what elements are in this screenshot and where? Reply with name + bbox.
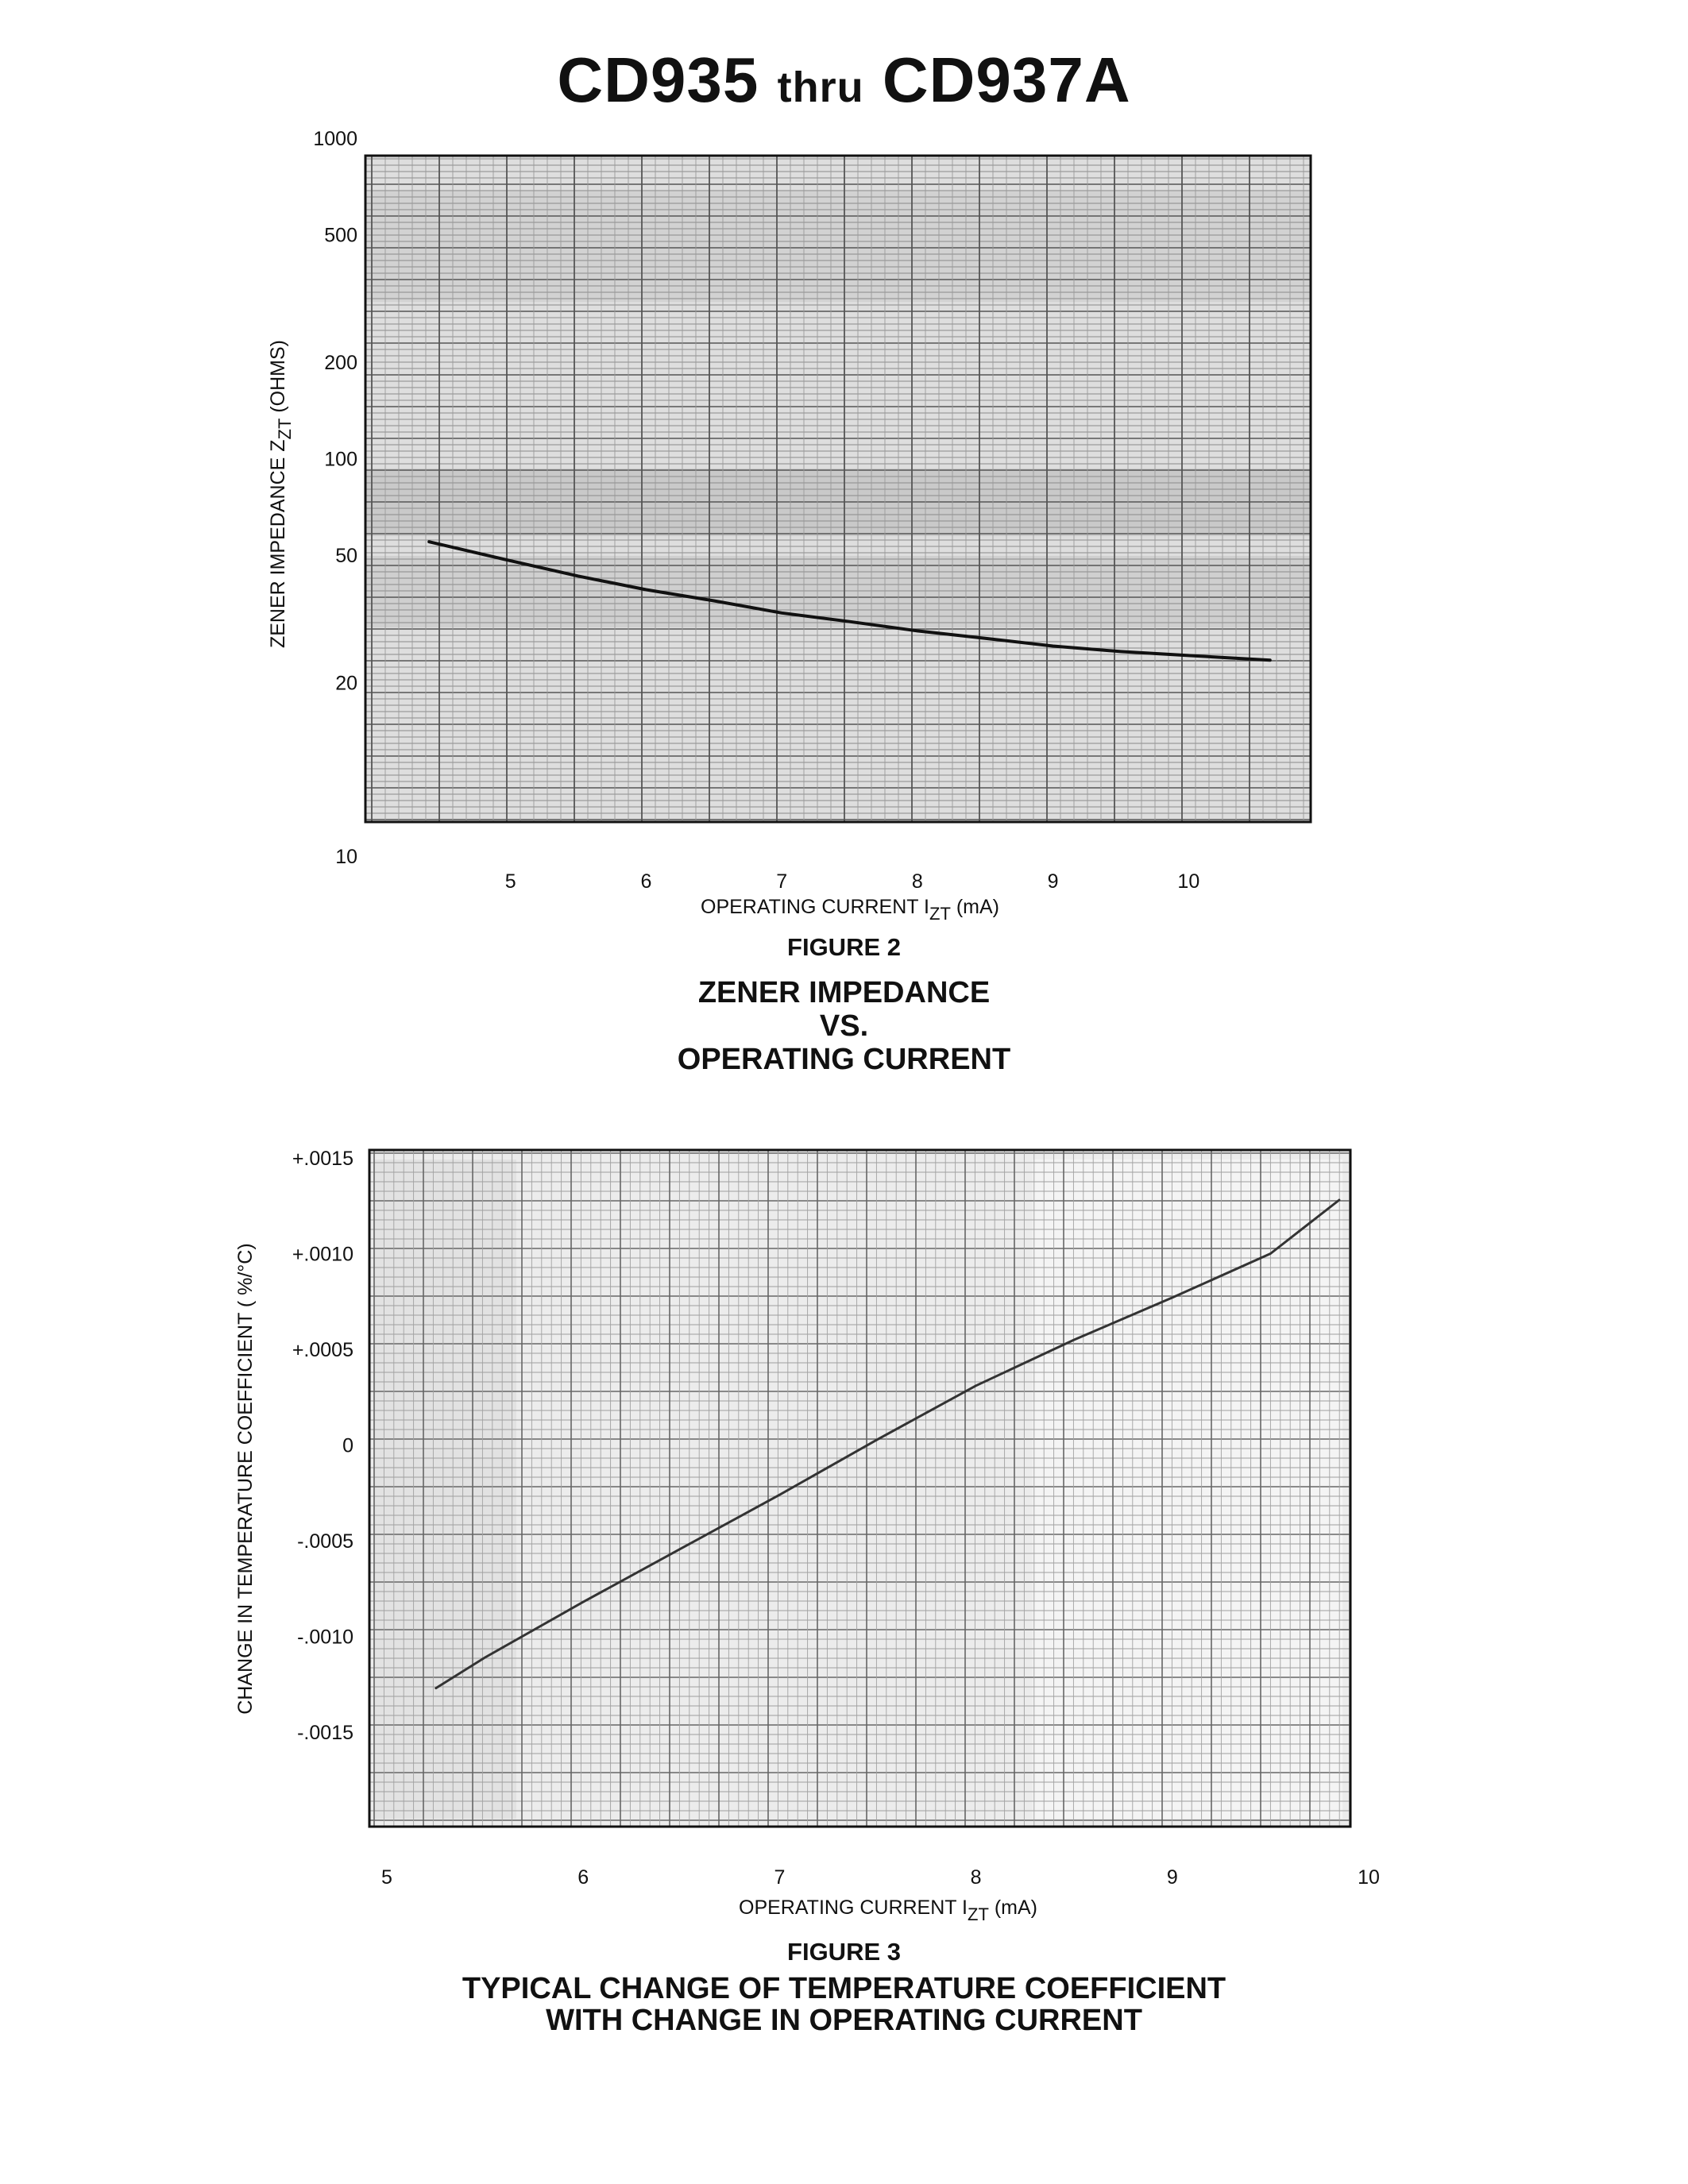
x-tick-label: 9: [1048, 870, 1059, 893]
x-tick-label: 10: [1358, 1866, 1380, 1889]
figure-2-number: FIGURE 2: [787, 933, 901, 961]
series-line: [427, 540, 1272, 662]
plot-band: [365, 191, 1311, 302]
figure-3-title-line-2: WITH CHANGE IN OPERATING CURRENT: [546, 2004, 1142, 2037]
y-tick-label: -.0010: [297, 1626, 353, 1649]
x-tick-label: 7: [776, 870, 787, 893]
y-tick-label: -.0015: [297, 1722, 353, 1744]
series-line: [435, 1198, 1341, 1690]
page-title: CD935 thru CD937A: [0, 44, 1688, 117]
x-tick-label: 9: [1167, 1866, 1178, 1889]
y-tick-label: 0: [342, 1435, 353, 1457]
y-tick-label: 500: [324, 224, 357, 246]
y-axis-label: CHANGE IN TEMPERATURE COEFFICIENT ( %/°C…: [234, 1243, 257, 1714]
y-tick-label: 200: [324, 352, 357, 374]
figure-2-title: ZENER IMPEDANCE VS. OPERATING CURRENT: [0, 976, 1688, 1076]
grid-lines: [369, 1150, 1350, 1827]
figure-3-caption: FIGURE 3 TYPICAL CHANGE OF TEMPERATURE C…: [0, 1938, 1688, 2036]
plot-frame: [368, 1148, 1352, 1828]
x-tick-label: 8: [971, 1866, 982, 1889]
x-tick-label: 5: [381, 1866, 392, 1889]
y-tick-label: 10: [335, 846, 357, 868]
figure-3-chart: +.0015 +.0010 +.0005 0 -.0005 -.0010 -.0015 5 6 7…: [234, 1148, 1380, 1924]
y-tick-label: 100: [324, 448, 357, 470]
x-tick-label: 8: [912, 870, 923, 893]
grid-lines: [365, 156, 1311, 822]
figure-3-title-line-1: TYPICAL CHANGE OF TEMPERATURE COEFFICIEN…: [462, 1972, 1226, 2005]
figure-3-title: TYPICAL CHANGE OF TEMPERATURE COEFFICIEN…: [0, 1973, 1688, 2036]
figure-2-title-line-1: ZENER IMPEDANCE: [697, 976, 991, 1009]
y-tick-label: 1000: [313, 128, 357, 150]
y-tick-label: -.0005: [297, 1530, 353, 1553]
y-tick-label: +.0015: [292, 1148, 353, 1170]
x-axis-label: OPERATING CURRENT IZT (mA): [739, 1897, 1037, 1924]
figure-2-caption: FIGURE 2 ZENER IMPEDANCE VS. OPERATING C…: [0, 933, 1688, 1076]
figure-2-title-line-2: VS.: [819, 1009, 869, 1043]
x-tick-label: 5: [505, 870, 516, 893]
x-tick-label: 10: [1177, 870, 1199, 893]
x-tick-label: 6: [577, 1866, 589, 1889]
plot-band: [1033, 1160, 1342, 1819]
title-part-thru: thru: [777, 64, 864, 111]
x-tick-label: 6: [640, 870, 651, 893]
figure-3-number: FIGURE 3: [787, 1938, 901, 1966]
figure-2-title-line-3: OPERATING CURRENT: [677, 1043, 1011, 1076]
title-part-2: CD937A: [882, 44, 1131, 115]
y-tick-label: +.0005: [292, 1339, 353, 1361]
y-tick-label: +.0010: [292, 1244, 353, 1266]
y-tick-label: 20: [335, 673, 357, 695]
plot-band: [365, 556, 1311, 627]
plot-frame: [364, 154, 1312, 824]
y-tick-label: 50: [335, 545, 357, 567]
x-tick-label: 7: [774, 1866, 785, 1889]
title-part-1: CD935: [557, 44, 759, 115]
plot-band: [373, 1160, 516, 1819]
